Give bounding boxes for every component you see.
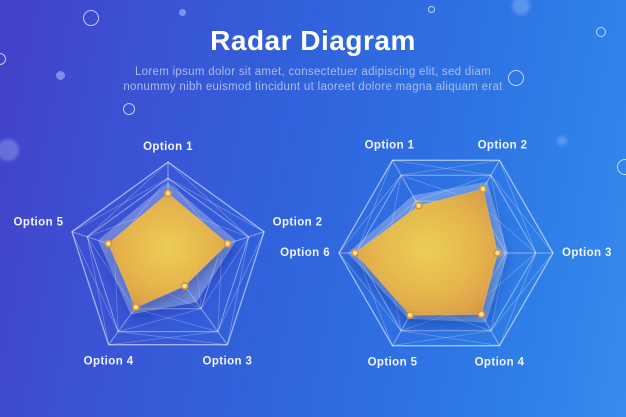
radar-web-line	[87, 161, 169, 238]
vertex-dot	[164, 189, 172, 198]
radar-web-line	[338, 252, 402, 332]
axis-label: Option 2	[273, 217, 323, 229]
radar-web-line	[167, 161, 249, 238]
primary-series-polygon	[107, 192, 229, 308]
radar-web-line	[392, 159, 491, 176]
radar-web-line	[217, 231, 265, 332]
vertex-dot	[414, 201, 423, 210]
vertex-dot	[406, 311, 415, 320]
vertex-dot	[477, 310, 486, 319]
hexagon-radar: Option 1 Option 2 Option 3 Option 4 Option 5…	[280, 139, 612, 369]
axis-label: Option 4	[475, 357, 525, 369]
vertex-dot	[104, 239, 113, 248]
radar-web-line	[118, 308, 202, 333]
radar-web-line	[392, 330, 491, 347]
axis-label: Option 4	[84, 356, 134, 368]
radar-web-line	[134, 308, 218, 333]
pentagon-radar: Option 1 Option 2 Option 3 Option 4 Option 5	[14, 141, 323, 368]
axis-label: Option 2	[478, 139, 528, 151]
axis-label: Option 5	[368, 357, 418, 369]
radar-web-line	[226, 236, 250, 345]
radar-web-line	[499, 252, 537, 346]
radar-web-line	[355, 160, 393, 254]
vertex-dot	[180, 281, 189, 290]
radar-grid-ring	[338, 159, 554, 347]
vertex-dot	[223, 239, 232, 248]
radar-grid-ring	[86, 177, 250, 333]
radar-web-line	[499, 160, 537, 254]
radar-web-line	[490, 174, 554, 254]
primary-series-polygon	[354, 188, 498, 316]
page-title: Radar Diagram	[210, 25, 416, 56]
header: Radar Diagram Lorem ipsum dolor sit amet…	[0, 0, 626, 95]
axis-label: Option 1	[143, 141, 193, 153]
radar-web-line	[167, 177, 265, 233]
axis-label: Option 3	[562, 247, 612, 259]
axis-label: Option 6	[280, 247, 330, 259]
radar-web-line	[490, 252, 554, 332]
subtitle-line-1: Lorem ipsum dolor sit amet, consectetuer…	[134, 66, 491, 78]
radar-web-line	[338, 174, 402, 254]
radar-web-line	[401, 159, 500, 176]
radar-web-line	[71, 177, 169, 233]
radar-web-line	[71, 231, 119, 332]
vertex-dot	[351, 249, 359, 257]
axis-label: Option 1	[365, 139, 415, 151]
radar-grid-ring	[71, 161, 265, 346]
axis-label: Option 3	[202, 356, 252, 368]
radar-web-line	[401, 330, 500, 347]
axis-label: Option 5	[14, 217, 64, 229]
radar-web-line	[118, 331, 228, 346]
vertex-dot	[478, 185, 487, 194]
subtitle-line-2: nonummy nibh euismod tincidunt ut laoree…	[123, 81, 503, 93]
radar-web-line	[200, 236, 250, 309]
vertex-dot	[493, 249, 502, 257]
radar-web-line	[108, 331, 218, 346]
radar-web-line	[86, 236, 110, 345]
vertex-dot	[131, 303, 140, 312]
